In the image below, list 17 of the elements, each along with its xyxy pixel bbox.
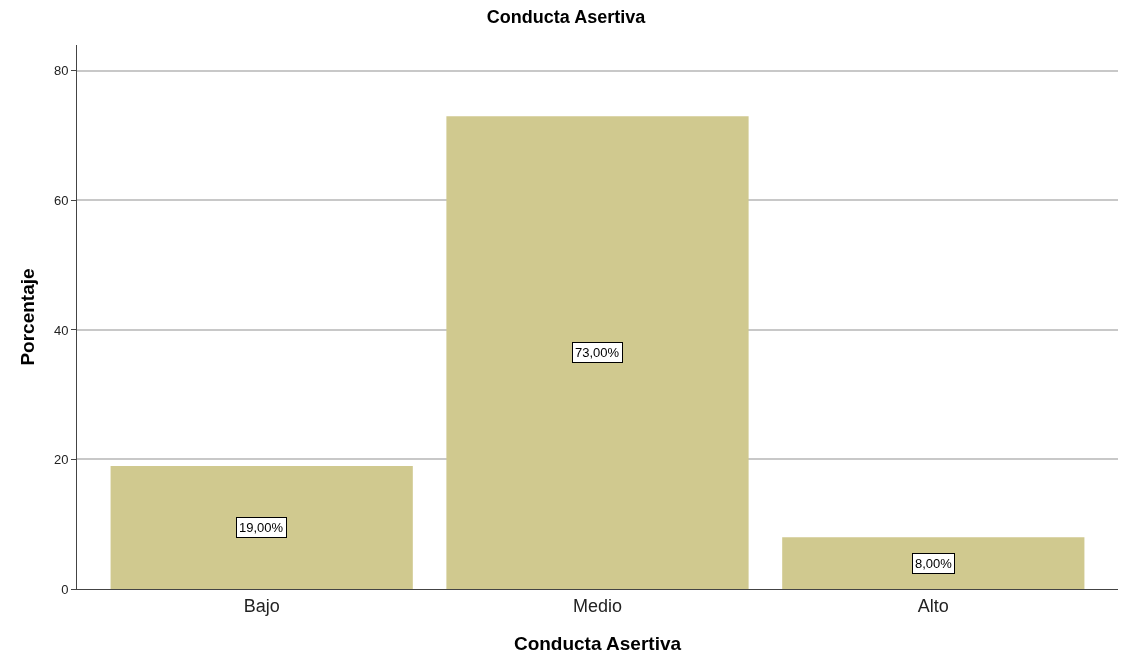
data-label: 8,00% (915, 556, 953, 571)
y-tick-label: 60 (53, 192, 69, 208)
y-tick-label: 40 (53, 322, 69, 338)
x-axis-title: Conducta Asertiva (513, 633, 682, 655)
y-tick-label: 0 (61, 581, 69, 597)
x-tick-label: Bajo (243, 595, 280, 616)
bar (782, 537, 1085, 589)
bar (446, 116, 749, 589)
x-tick-label: Alto (917, 595, 949, 616)
chart-title: Conducta Asertiva (486, 6, 647, 27)
y-tick-label: 20 (53, 452, 69, 468)
y-axis-title: Porcentaje (16, 268, 38, 366)
bar (110, 465, 413, 589)
x-tick-label: Medio (572, 595, 623, 616)
data-label: 73,00% (575, 345, 620, 360)
data-label: 19,00% (239, 520, 284, 535)
y-tick-label: 80 (53, 63, 69, 79)
